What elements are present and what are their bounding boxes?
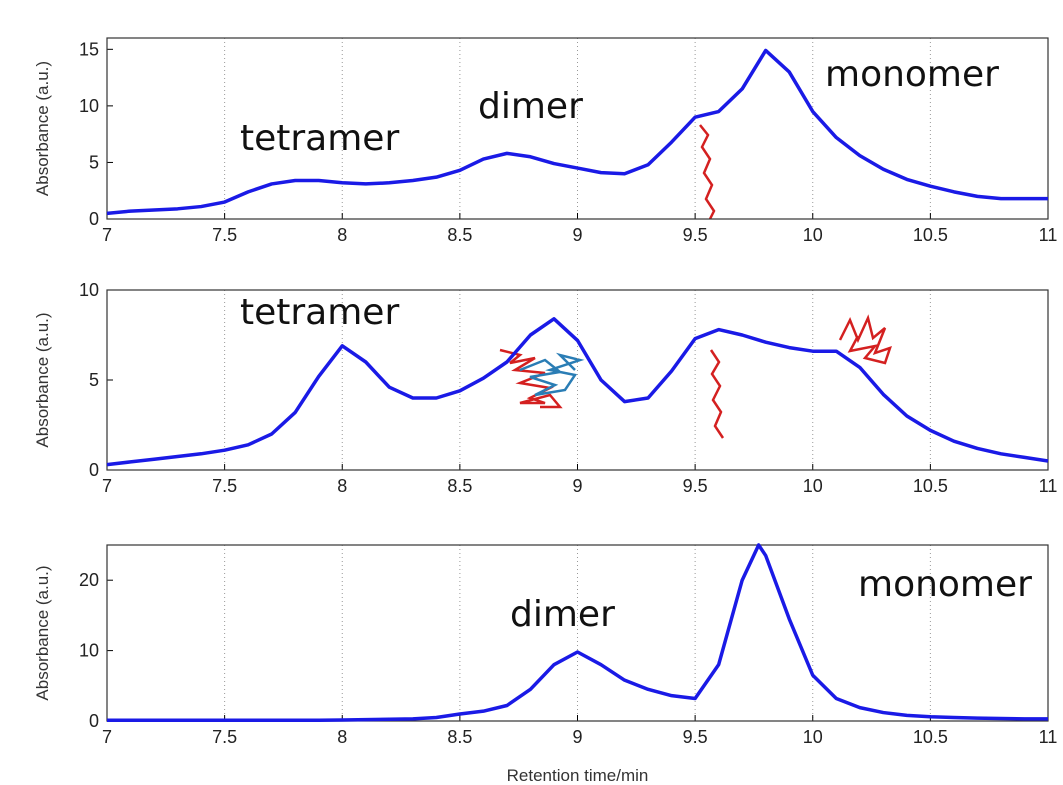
annotation: dimer (510, 594, 615, 635)
annotation: tetramer (240, 292, 399, 333)
protein-sketch (699, 124, 716, 220)
x-axis-label: Retention time/min (507, 766, 649, 785)
x-tick-label: 8 (337, 727, 347, 747)
protein-sketch (709, 349, 725, 439)
line-series (107, 543, 1048, 723)
protein-sketch (838, 314, 892, 365)
protein-sketch (519, 352, 585, 397)
x-tick-label: 7 (102, 727, 112, 747)
annotation: dimer (478, 86, 583, 127)
annotation: monomer (858, 564, 1032, 605)
x-tick-label: 7 (102, 476, 112, 496)
y-tick-label: 10 (79, 641, 99, 661)
x-tick-label: 7.5 (212, 225, 237, 245)
plot-frame (106, 289, 1049, 471)
x-tick-label: 10.5 (913, 225, 948, 245)
y-tick-label: 5 (89, 152, 99, 172)
x-tick-label: 7.5 (212, 727, 237, 747)
x-tick-label: 9 (572, 727, 582, 747)
y-tick-label: 20 (79, 570, 99, 590)
y-tick-label: 0 (89, 711, 99, 731)
plot-frame (106, 37, 1049, 220)
x-tick-label: 11 (1039, 225, 1058, 245)
x-tick-label: 7.5 (212, 476, 237, 496)
protein-sketch (499, 348, 563, 409)
decor (499, 124, 892, 439)
x-tick-label: 9.5 (683, 476, 708, 496)
y-tick-label: 10 (79, 280, 99, 300)
x-tick-label: 9.5 (683, 727, 708, 747)
y-axis-label: Absorbance (a.u.) (33, 61, 52, 196)
x-tick-label: 9 (572, 476, 582, 496)
y-tick-label: 10 (79, 96, 99, 116)
x-tick-label: 8.5 (447, 727, 472, 747)
x-tick-label: 11 (1039, 727, 1058, 747)
x-tick-label: 8.5 (447, 225, 472, 245)
y-axis-label: Absorbance (a.u.) (33, 565, 52, 700)
y-tick-label: 0 (89, 209, 99, 229)
x-tick-label: 8 (337, 476, 347, 496)
y-tick-label: 5 (89, 370, 99, 390)
x-tick-label: 9.5 (683, 225, 708, 245)
x-tick-label: 11 (1039, 476, 1058, 496)
y-axis-label: Absorbance (a.u.) (33, 312, 52, 447)
x-tick-label: 10 (803, 225, 823, 245)
x-tick-label: 10.5 (913, 727, 948, 747)
y-tick-label: 0 (89, 460, 99, 480)
y-tick-label: 15 (79, 39, 99, 59)
x-tick-label: 10.5 (913, 476, 948, 496)
x-tick-label: 9 (572, 225, 582, 245)
x-tick-label: 10 (803, 727, 823, 747)
plot-frame (106, 544, 1049, 722)
line-series (106, 317, 1049, 467)
annotation: monomer (825, 54, 999, 95)
x-tick-label: 8.5 (447, 476, 472, 496)
x-tick-label: 7 (102, 225, 112, 245)
annotation: tetramer (240, 118, 399, 159)
line-series (106, 48, 1048, 216)
x-tick-label: 8 (337, 225, 347, 245)
x-tick-label: 10 (803, 476, 823, 496)
